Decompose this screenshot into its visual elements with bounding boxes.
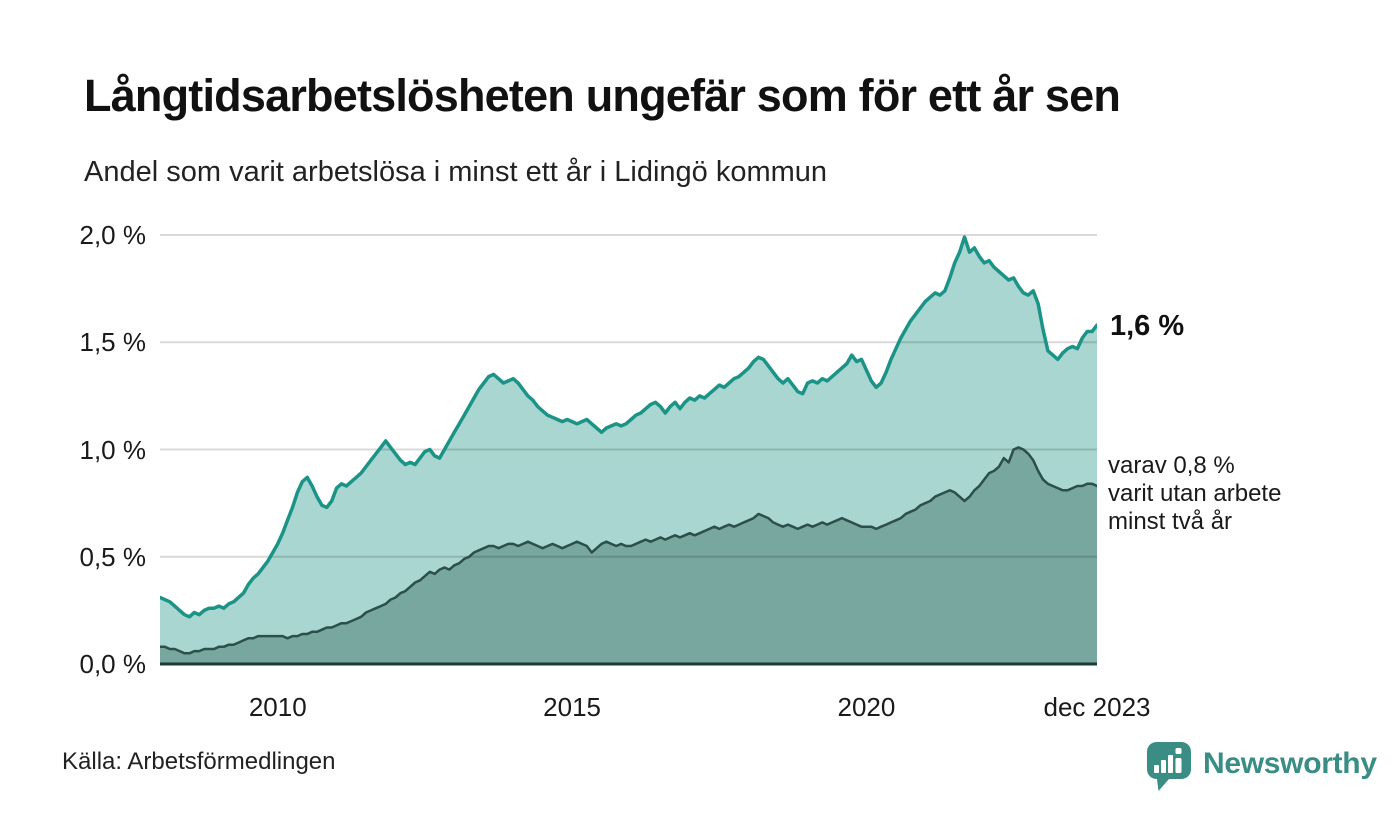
annotation-line: varit utan arbete: [1108, 480, 1282, 507]
y-tick-label: 0,5 %: [79, 541, 147, 572]
end-value-label: 1,6 %: [1110, 310, 1185, 342]
newsworthy-brand: Newsworthy: [1145, 740, 1377, 794]
x-tick-label: 2020: [837, 692, 896, 722]
newsworthy-wordmark: Newsworthy: [1203, 747, 1377, 780]
series-line-1: [160, 446, 1097, 655]
x-tick-label: 2015: [543, 692, 601, 722]
secondary-series-annotation: varav 0,8 % varit utan arbete minst två …: [1108, 452, 1281, 536]
x-tick-label: dec 2023: [1043, 692, 1151, 722]
page-subtitle: Andel som varit arbetslösa i minst ett å…: [84, 156, 828, 188]
page-title: Långtidsarbetslösheten ungefär som för e…: [84, 70, 1121, 121]
x-tick-label: 2010: [248, 692, 307, 722]
annotation-line: minst två år: [1108, 508, 1233, 535]
y-tick-label: 2,0 %: [79, 220, 147, 250]
y-tick-label: 1,5 %: [79, 327, 147, 358]
y-axis-labels: 0,0 % 0,5 % 1,0 % 1,5 % 2,0 %: [0, 0, 147, 840]
y-tick-label: 1,0 %: [79, 434, 147, 465]
area-chart: [160, 234, 1097, 666]
series-line-0: [160, 235, 1097, 619]
series-fill-1: [160, 447, 1097, 664]
annotation-line: varav 0,8 %: [1108, 452, 1235, 479]
y-tick-label: 0,0 %: [79, 649, 147, 679]
newsworthy-logo-icon: [1145, 740, 1193, 794]
source-credit: Källa: Arbetsförmedlingen: [62, 748, 336, 775]
